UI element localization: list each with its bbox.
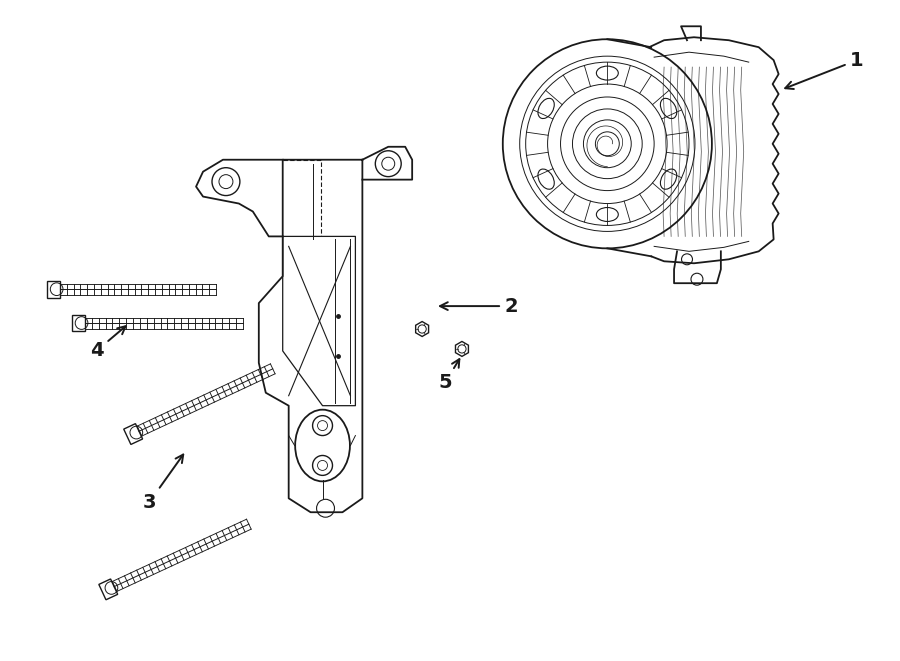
Text: 3: 3 — [142, 455, 184, 512]
Text: 4: 4 — [90, 327, 126, 360]
Text: 2: 2 — [440, 297, 518, 315]
Text: 1: 1 — [785, 51, 864, 89]
Text: 5: 5 — [438, 359, 459, 392]
